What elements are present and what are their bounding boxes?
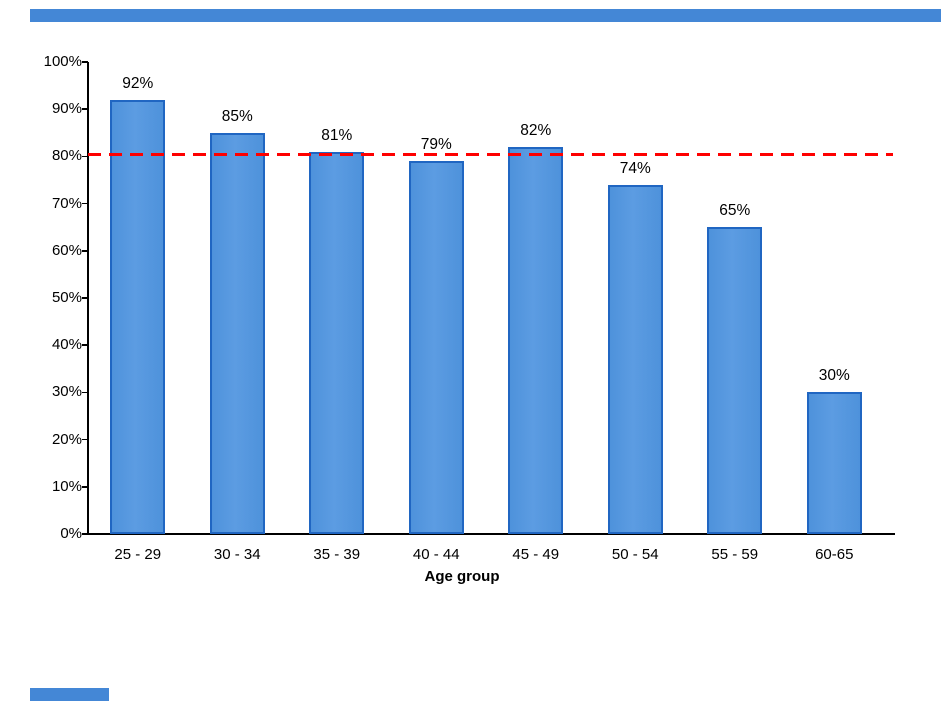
y-tick-label: 40% [51, 336, 82, 354]
y-tick-mark [82, 533, 88, 535]
x-tick-label: 45 - 49 [512, 546, 560, 563]
bar-value-label: 74% [619, 159, 651, 177]
x-axis-title: Age group [424, 568, 500, 585]
y-tick-label: 20% [51, 430, 82, 448]
bar-value-label: 65% [719, 202, 751, 220]
x-tick-label: 25 - 29 [114, 546, 162, 563]
y-tick-label: 100% [43, 53, 82, 70]
y-tick-mark [82, 108, 88, 110]
bar [607, 184, 663, 534]
bar [707, 227, 763, 534]
bar [806, 392, 862, 534]
top-highlight-bar [30, 9, 941, 22]
y-tick-label: 60% [51, 241, 82, 259]
bar-value-label: 30% [818, 367, 850, 385]
x-tick-label: 40 - 44 [412, 546, 460, 563]
y-tick-label: 70% [51, 194, 82, 212]
bar [408, 161, 464, 534]
reference-line [88, 153, 893, 156]
y-tick-label: 90% [51, 100, 82, 118]
x-tick-label: 60-65 [815, 546, 854, 563]
bar-value-label: 79% [420, 136, 452, 154]
y-tick-mark [82, 391, 88, 394]
y-tick-mark [82, 344, 88, 346]
y-axis-line [87, 62, 89, 534]
bar-value-label: 82% [520, 121, 552, 139]
x-tick-label: 35 - 39 [313, 546, 361, 563]
bottom-highlight-bar [30, 688, 109, 701]
y-tick-mark [82, 297, 88, 299]
bar [508, 146, 564, 534]
y-tick-mark [82, 61, 88, 63]
x-tick-label: 30 - 34 [213, 546, 261, 563]
bar [309, 151, 365, 534]
y-tick-label: 80% [51, 147, 82, 165]
y-tick-mark [82, 486, 88, 488]
x-tick-label: 55 - 59 [711, 546, 759, 563]
bar-value-label: 85% [221, 107, 253, 125]
y-tick-mark [82, 250, 88, 252]
bar-value-label: 92% [122, 74, 154, 92]
bar [110, 99, 166, 534]
y-tick-label: 50% [51, 289, 82, 306]
bar [209, 132, 265, 534]
y-tick-label: 30% [51, 383, 82, 401]
x-axis-line [83, 532, 895, 535]
bar-value-label: 81% [321, 126, 353, 144]
y-tick-label: 10% [51, 477, 82, 495]
y-tick-label: 0% [60, 525, 82, 542]
y-tick-mark [82, 155, 88, 158]
x-tick-label: 50 - 54 [611, 546, 659, 563]
y-tick-mark [82, 202, 88, 205]
y-tick-mark [82, 438, 88, 441]
